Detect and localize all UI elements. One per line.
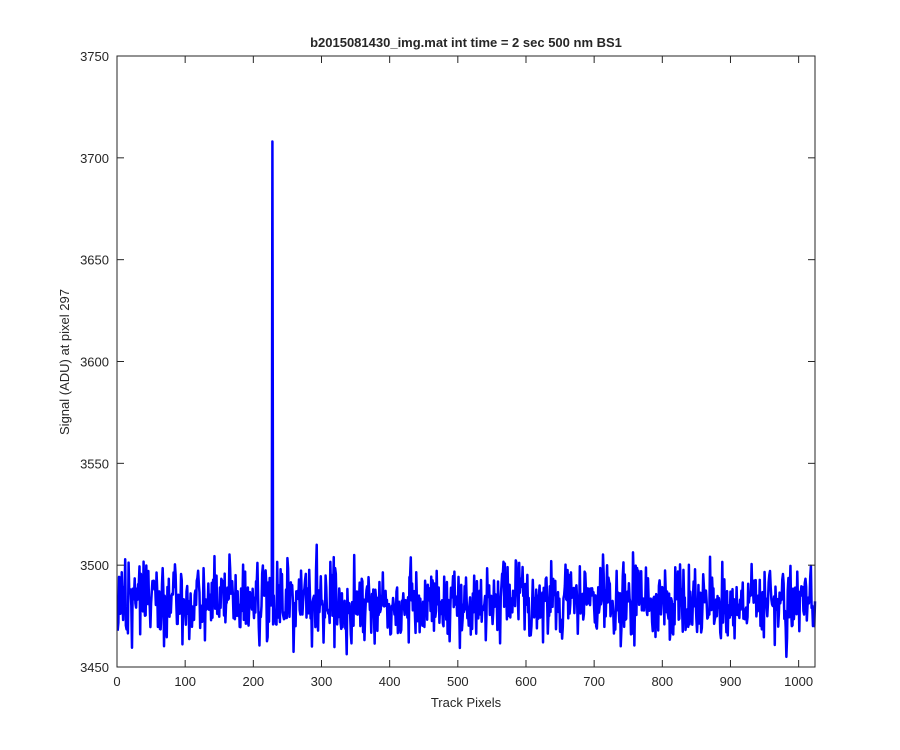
x-tick-label: 700 <box>583 674 605 689</box>
x-tick-label: 100 <box>174 674 196 689</box>
y-tick-label: 3650 <box>80 253 109 268</box>
x-axis-label: Track Pixels <box>431 695 502 710</box>
y-tick-label: 3700 <box>80 151 109 166</box>
x-tick-label: 800 <box>651 674 673 689</box>
y-tick-label: 3750 <box>80 49 109 64</box>
series-line <box>116 140 817 659</box>
y-tick-label: 3450 <box>80 660 109 675</box>
x-tick-label: 400 <box>379 674 401 689</box>
y-tick-label: 3600 <box>80 355 109 370</box>
plot-background <box>117 56 815 667</box>
y-tick-label: 3550 <box>80 456 109 471</box>
x-tick-label: 600 <box>515 674 537 689</box>
plot-area: 0 100 200 300 400 500 600 700 800 900 1000 3450 3500… <box>80 49 817 689</box>
y-tick-label: 3500 <box>80 558 109 573</box>
x-tick-label: 0 <box>113 674 120 689</box>
x-tick-label: 500 <box>447 674 469 689</box>
y-axis-label: Signal (ADU) at pixel 297 <box>57 289 72 435</box>
chart-title: b2015081430_img.mat int time = 2 sec 500… <box>310 35 622 50</box>
x-tick-label: 900 <box>720 674 742 689</box>
x-tick-label: 200 <box>242 674 264 689</box>
x-tick-label: 1000 <box>784 674 813 689</box>
x-tick-label: 300 <box>311 674 333 689</box>
